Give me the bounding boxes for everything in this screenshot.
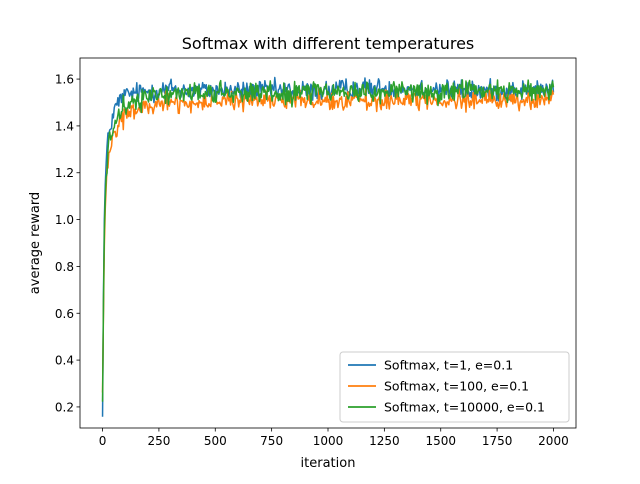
legend-box [339, 351, 570, 423]
y-tick-label: 0.2 [55, 400, 74, 414]
x-axis-label: iteration [301, 456, 356, 471]
legend: Softmax, t=1, e=0.1 Softmax, t=100, e=0.1… [339, 351, 570, 423]
y-axis-ticks: 0.2 0.4 0.6 0.8 1.0 1.2 1.4 1.6 [55, 73, 80, 414]
y-tick-label: 1.6 [55, 73, 74, 87]
series-line-1 [101, 86, 555, 393]
y-tick-label: 1.4 [55, 119, 74, 133]
x-tick-label: 750 [260, 434, 283, 448]
x-tick-label: 1500 [425, 434, 456, 448]
y-tick-label: 1.0 [55, 213, 74, 227]
y-tick-label: 0.4 [55, 354, 74, 368]
legend-label-1: Softmax, t=100, e=0.1 [384, 379, 529, 394]
legend-label-2: Softmax, t=10000, e=0.1 [384, 400, 545, 415]
x-tick-label: 1250 [369, 434, 400, 448]
x-tick-label: 500 [204, 434, 227, 448]
x-tick-label: 0 [99, 434, 107, 448]
x-tick-label: 250 [147, 434, 170, 448]
y-tick-label: 0.8 [55, 260, 74, 274]
x-tick-label: 2000 [538, 434, 569, 448]
legend-label-0: Softmax, t=1, e=0.1 [384, 358, 513, 373]
y-axis-label: average reward [28, 192, 43, 294]
x-axis-ticks: 0 250 500 750 1000 1250 1500 1750 2000 [99, 428, 569, 448]
x-tick-label: 1750 [482, 434, 513, 448]
y-tick-label: 1.2 [55, 166, 74, 180]
series-layer [101, 76, 555, 417]
y-tick-label: 0.6 [55, 307, 74, 321]
x-tick-label: 1000 [313, 434, 344, 448]
chart-title: Softmax with different temperatures [182, 34, 475, 53]
series-line-2 [101, 79, 555, 402]
